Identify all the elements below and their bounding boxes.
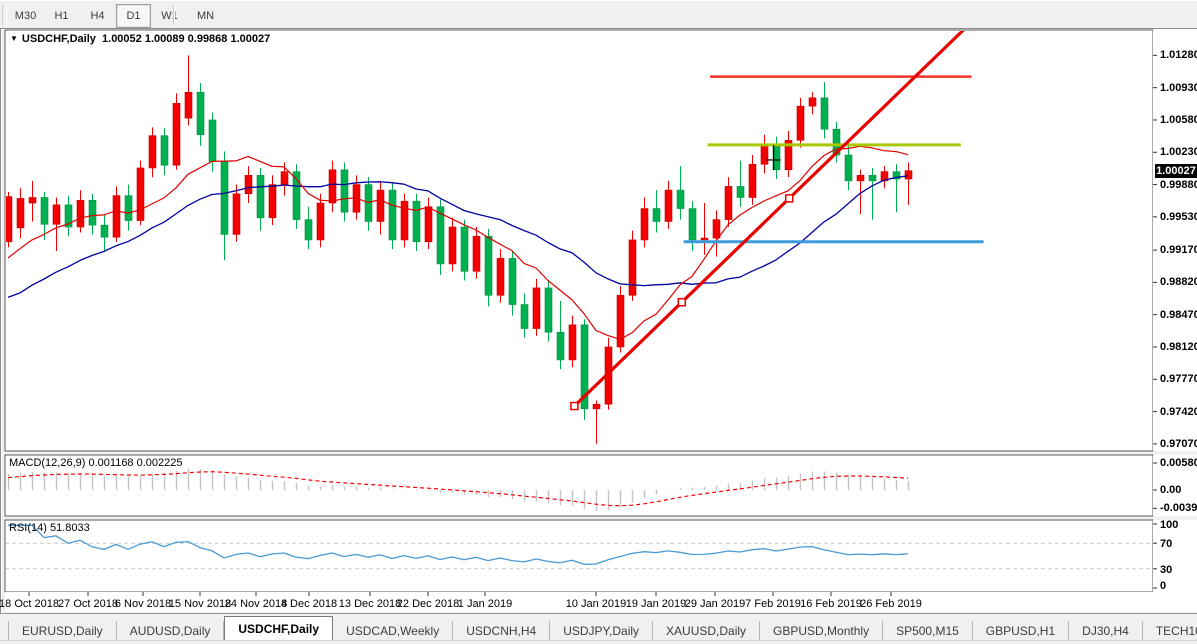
chart-tab-tech100-h[interactable]: TECH100,H [1143,621,1197,641]
timeframe-button-d1[interactable]: D1 [116,4,151,28]
chart-plot-area[interactable] [5,30,1153,592]
chart-tab-sp500-m15[interactable]: SP500,M15 [883,621,973,641]
chart-tab-usdjpy-daily[interactable]: USDJPY,Daily [550,621,654,641]
status-strip [0,640,1197,644]
chart-tab-usdcad-weekly[interactable]: USDCAD,Weekly [333,621,454,641]
chart-tab-usdcnh-h4[interactable]: USDCNH,H4 [453,621,551,641]
chart-tab-usdchf-daily[interactable]: USDCHF,Daily [224,616,334,641]
toolbar-grip[interactable] [2,5,7,25]
chart-tab-gbpusd-monthly[interactable]: GBPUSD,Monthly [760,621,884,641]
toolbar-separator [173,5,174,25]
chart-tab-xauusd-daily[interactable]: XAUUSD,Daily [653,621,761,641]
timeframe-button-h1[interactable]: H1 [54,10,69,22]
chart-tab-eurusd-daily[interactable]: EURUSD,Daily [8,621,117,641]
timeframe-button-mn[interactable]: MN [196,10,215,22]
timeframe-button-h4[interactable]: H4 [90,10,105,22]
timeframe-button-m30[interactable]: M30 [14,10,37,22]
timeframe-toolbar: M30 H1 H4 D1 W1 MN [0,0,1197,29]
chart-tab-gbpusd-h1[interactable]: GBPUSD,H1 [973,621,1070,641]
chart-tab-dj30-h4[interactable]: DJ30,H4 [1069,621,1143,641]
chart-tab-audusd-daily[interactable]: AUDUSD,Daily [117,621,225,641]
chart-tab-bar: EURUSD,Daily AUDUSD,Daily USDCHF,Daily USDC… [0,613,1197,641]
timeframe-buttons: M30 H1 H4 D1 W1 MN [8,4,224,28]
